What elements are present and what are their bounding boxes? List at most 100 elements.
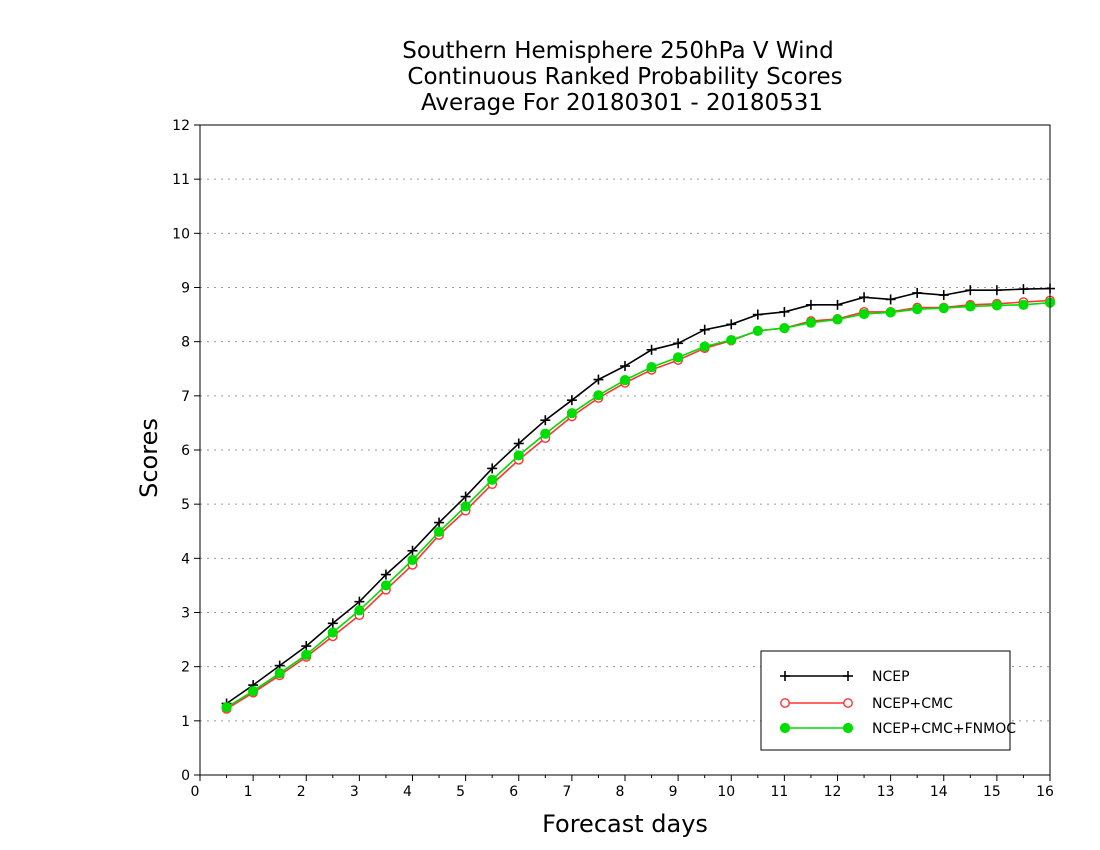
data-point-ncep-cmc-fnmoc [327,627,338,638]
data-point-ncep [407,545,418,556]
data-point-ncep [1018,284,1029,295]
legend-item-ncep-cmc: NCEP+CMC [780,696,953,712]
data-point-ncep [487,463,498,474]
x-tick-label: 11 [770,784,788,800]
data-point-ncep-cmc-fnmoc [858,308,870,320]
y-tick-label: 5 [181,497,190,513]
data-point-ncep [620,361,630,372]
legend-marker-ncep [780,671,790,681]
chart-title-line-1: Southern Hemisphere 250hPa V Wind [402,38,833,64]
data-point-ncep [566,395,577,406]
data-point-ncep-cmc-fnmoc [274,668,285,679]
data-point-ncep [699,324,710,335]
data-point-ncep [460,491,471,502]
y-tick-label: 12 [172,118,190,134]
data-point-ncep [859,292,870,303]
x-tick-label: 9 [669,784,678,800]
x-tick-label: 8 [616,784,625,800]
data-point-ncep-cmc-fnmoc [646,362,657,373]
data-point-ncep [380,569,391,580]
data-point-ncep-cmc-fnmoc [673,352,684,363]
y-tick-label: 1 [181,714,190,730]
data-point-ncep-cmc-fnmoc [619,375,631,386]
legend-box [760,650,1011,751]
x-tick-label: 1 [244,784,253,800]
data-point-ncep [779,306,790,317]
y-tick-label: 10 [172,226,190,242]
data-point-ncep [354,596,365,607]
data-point-ncep [673,338,684,349]
series-group [221,283,1056,714]
data-point-ncep [938,290,949,301]
x-tick-label: 0 [191,784,200,800]
data-point-ncep-cmc-fnmoc [487,474,498,485]
x-tick-label: 2 [297,784,306,800]
data-point-ncep [593,374,604,385]
data-point-ncep [726,319,737,330]
data-point-ncep-cmc-fnmoc [779,323,790,334]
data-point-ncep-cmc-fnmoc [965,301,976,312]
data-point-ncep [991,285,1002,296]
data-point-ncep [885,294,896,305]
data-point-ncep-cmc-fnmoc [991,300,1002,311]
data-point-ncep-cmc-fnmoc [301,649,312,660]
y-tick-label: 6 [181,443,190,459]
data-point-ncep [434,517,445,528]
data-point-ncep [301,641,312,652]
legend-label-ncep-cmc-fnmoc: NCEP+CMC+FNMOC [872,721,1016,737]
x-tick-label: 6 [509,784,518,800]
x-tick-label: 7 [562,784,571,800]
x-tick-label: 14 [930,784,948,800]
data-point-ncep-cmc-fnmoc [885,307,896,318]
data-point-ncep-cmc-fnmoc [752,325,763,336]
data-point-ncep-cmc-fnmoc [726,334,737,346]
data-point-ncep-cmc-fnmoc [1018,299,1029,310]
y-tick-label: 4 [181,551,190,567]
x-tick-label: 4 [403,784,412,800]
legend-marker-ncep [843,671,853,681]
chart-legend: NCEP NCEP+CMC NCEP+CMC+FNMOC [760,650,1016,751]
data-point-ncep-cmc-fnmoc [699,341,710,352]
series-line-ncep [226,287,1051,705]
x-tick-label: 16 [1036,784,1054,800]
data-point-ncep-cmc-fnmoc [593,390,604,401]
data-point-ncep-cmc-fnmoc [380,580,392,591]
legend-item-ncep-cmc-fnmoc: NCEP+CMC+FNMOC [779,721,1016,737]
legend-marker-ncep-cmc-fnmoc [779,722,791,734]
data-point-ncep-cmc-fnmoc [460,501,471,512]
data-point-ncep-cmc-fnmoc [912,304,923,315]
legend-item-ncep: NCEP [780,669,910,685]
x-tick-label: 15 [983,784,1001,800]
data-point-ncep [965,285,976,296]
data-point-ncep-cmc-fnmoc [513,450,524,461]
data-point-ncep [513,438,524,449]
data-point-ncep-cmc-fnmoc [540,428,551,439]
x-tick-label: 12 [824,784,842,800]
data-point-ncep-cmc-fnmoc [354,605,365,616]
data-point-ncep-cmc-fnmoc [221,702,232,713]
legend-marker-ncep-cmc-fnmoc [842,722,854,734]
data-point-ncep-cmc-fnmoc [248,685,259,697]
data-point-ncep [327,618,338,629]
data-point-ncep-cmc-fnmoc [805,317,817,328]
data-point-ncep [805,299,816,310]
legend-label-ncep-cmc: NCEP+CMC [872,696,953,712]
data-point-ncep [912,287,923,298]
y-tick-label: 3 [181,606,190,622]
legend-marker-ncep-cmc [843,698,853,708]
x-tick-label: 3 [350,784,359,800]
data-point-ncep-cmc-fnmoc [938,302,949,314]
legend-label-ncep: NCEP [872,669,910,685]
y-tick-label: 7 [181,389,190,405]
data-point-ncep [646,344,657,355]
x-tick-label: 10 [717,784,735,800]
data-point-ncep [832,299,843,310]
y-tick-label: 2 [181,660,190,676]
x-tick-label: 5 [456,784,465,800]
x-tick-label: 13 [877,784,895,800]
y-axis-label: Scores [135,418,163,498]
chart-title-line-3: Average For 20180301 - 20180531 [421,90,823,116]
data-point-ncep-cmc-fnmoc [566,408,577,419]
